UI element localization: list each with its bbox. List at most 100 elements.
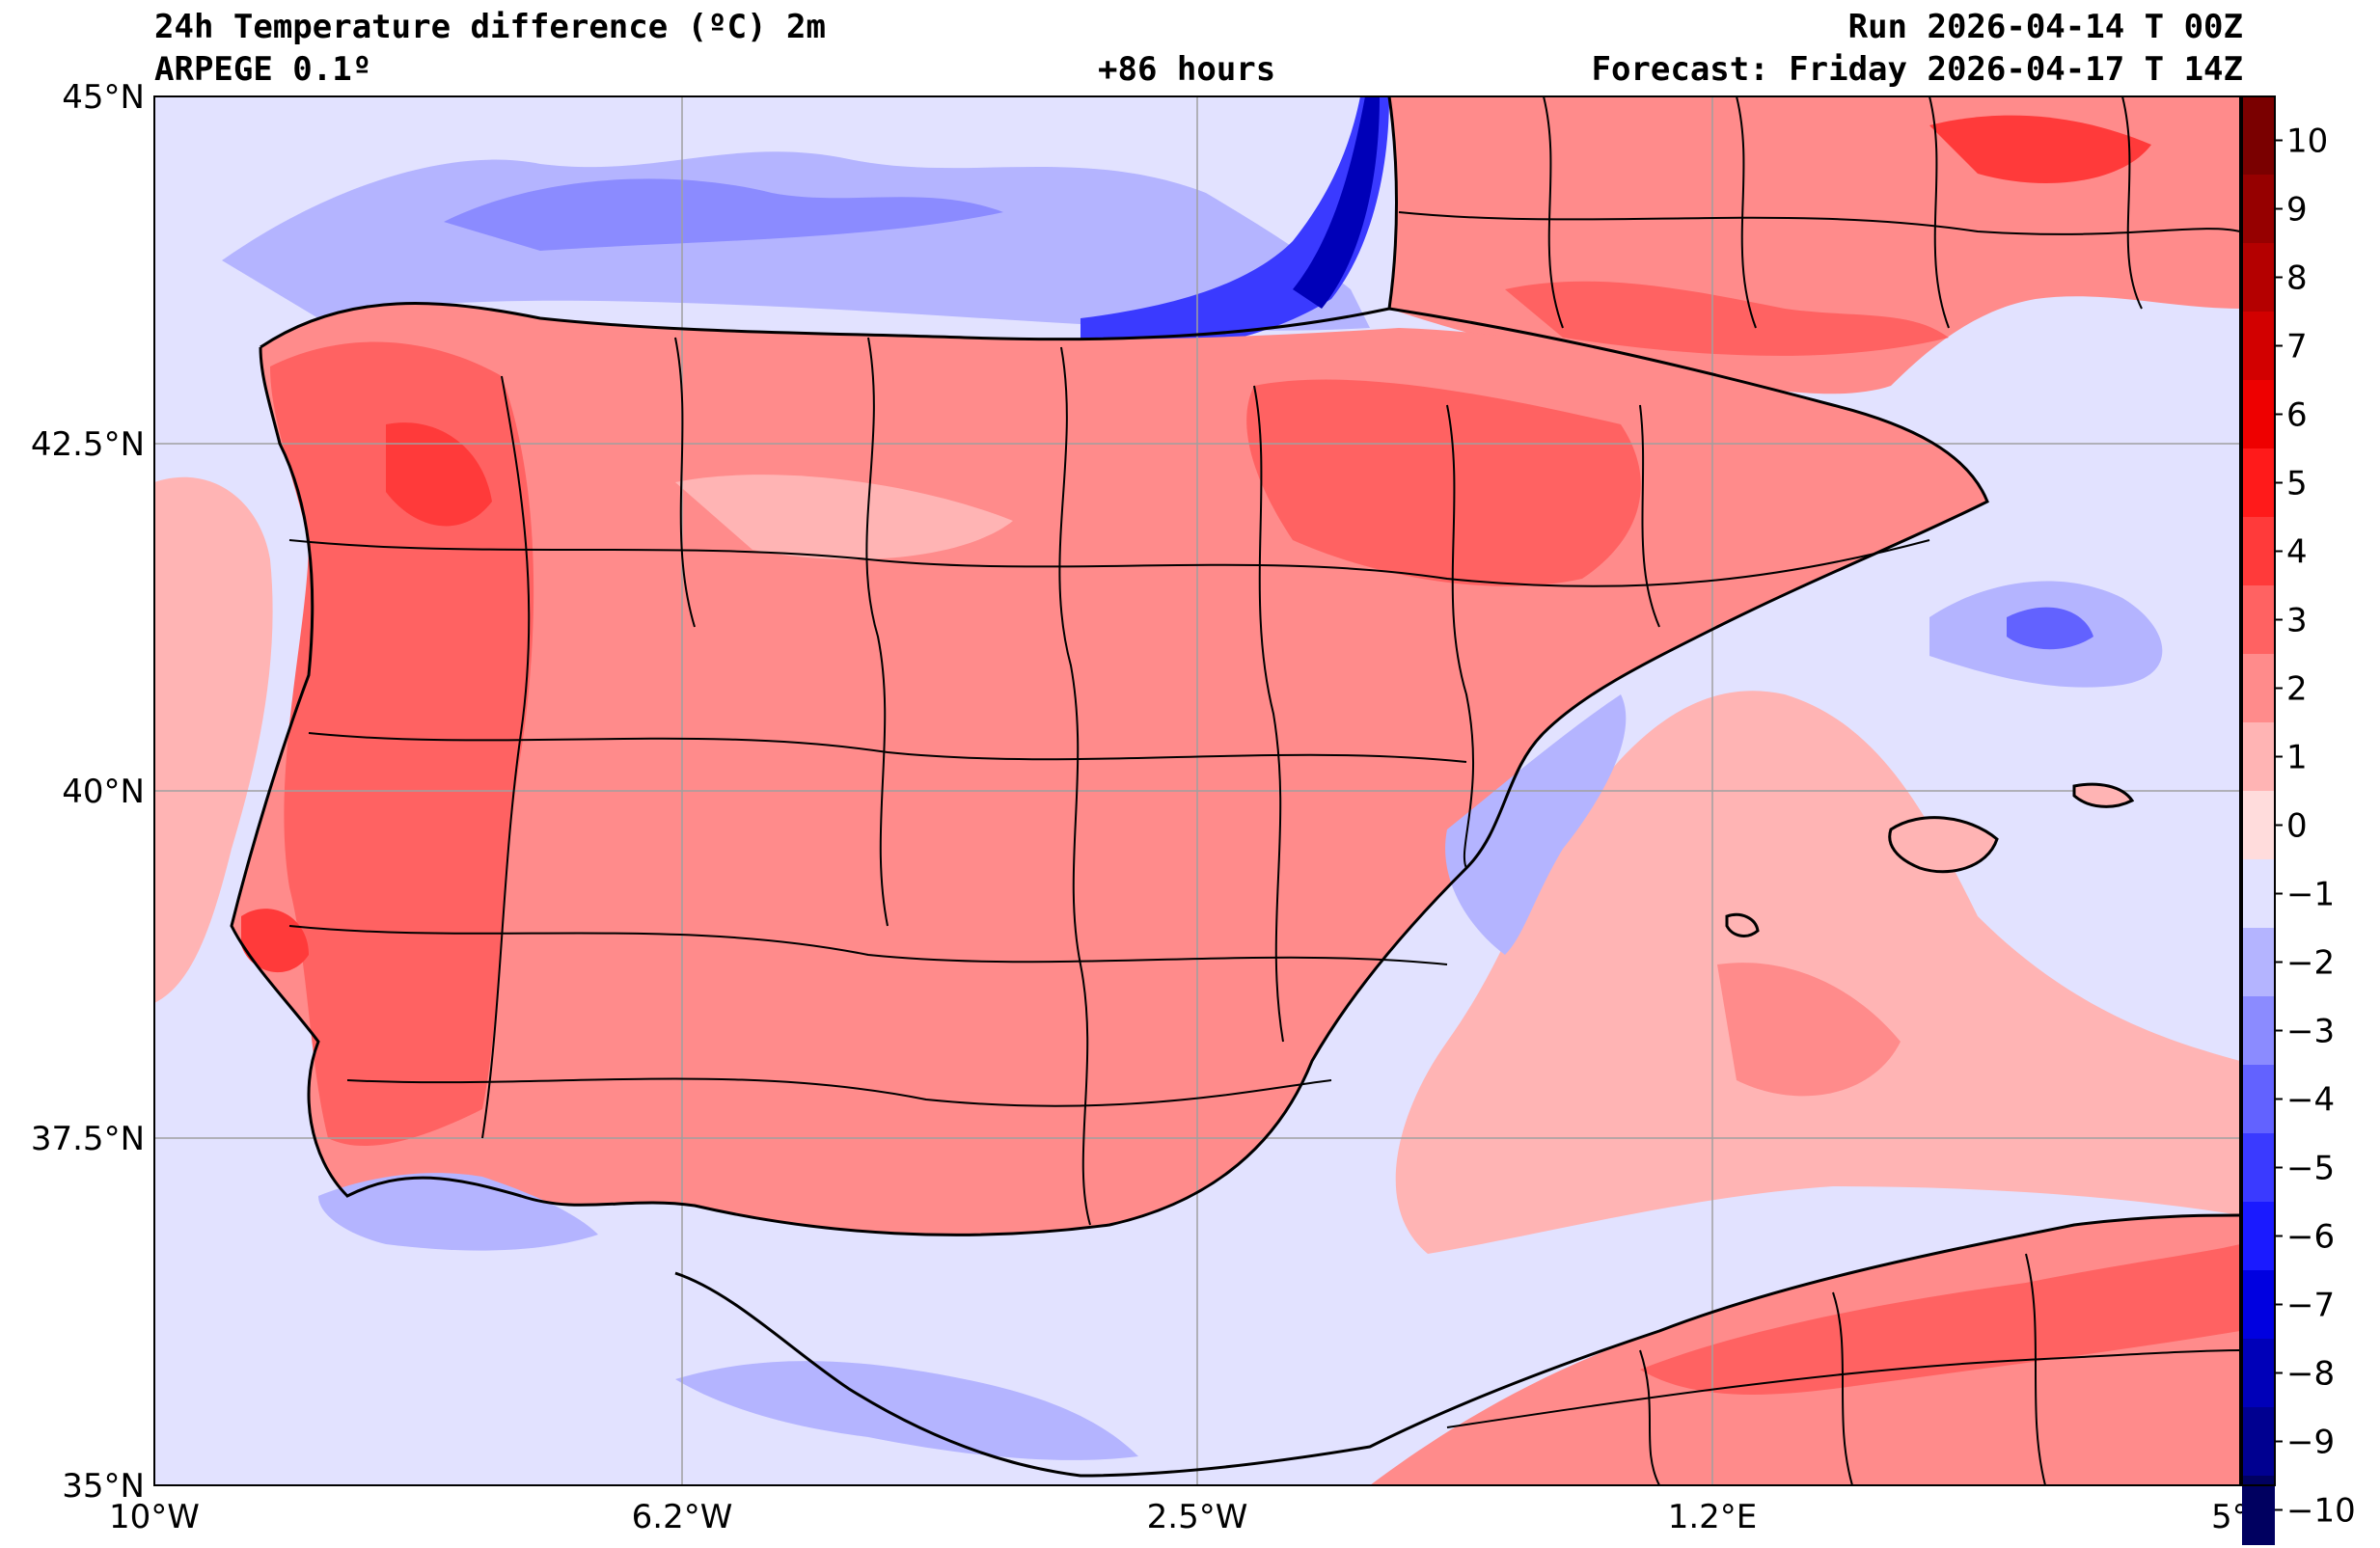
border-africa-2 (1832, 1291, 1853, 1485)
border-center-1 (1058, 346, 1091, 1226)
colorbar-segment (2242, 517, 2275, 586)
med-warmer-area (1717, 963, 1901, 1097)
colorbar-label: −4 (2286, 1081, 2335, 1120)
lat-tick-label: 40°N (62, 773, 145, 811)
colorbar-segment (2242, 928, 2275, 997)
lat-tick-label: 37.5°N (31, 1120, 145, 1158)
colorbar-label: −6 (2286, 1218, 2335, 1257)
run-label: Run 2026-04-14 T 00Z (1847, 8, 2243, 46)
lead-time-label: +86 hours (1098, 50, 1276, 89)
border-france-2 (1736, 96, 1757, 329)
model-label: ARPEGE 0.1º (154, 50, 372, 89)
border-lat-1 (288, 539, 1930, 587)
atlantic-west-warm (154, 476, 273, 1004)
colorbar-segment (2242, 1202, 2275, 1271)
colorbar-segment (2242, 312, 2275, 381)
colorbar-label: 1 (2286, 739, 2308, 777)
colorbar-segment (2242, 106, 2275, 176)
colorbar-label: 0 (2286, 807, 2308, 846)
border-north-1 (674, 337, 696, 628)
north-africa-hot (1640, 1244, 2240, 1395)
gulf-cadiz-cool (318, 1173, 598, 1251)
lat-tick-label: 45°N (62, 78, 145, 117)
colorbar-label: 4 (2286, 533, 2308, 572)
border-north-2 (865, 337, 889, 927)
colorbar-segment (2242, 1065, 2275, 1134)
lon-tick-labels: 10°W 6.2°W 2.5°W 1.2°E 5°E (109, 1498, 2269, 1536)
colorbar-label: −3 (2286, 1013, 2335, 1051)
chart-title: 24h Temperature difference (ºC) 2m (154, 8, 826, 46)
colorbar-label: 6 (2286, 396, 2308, 435)
lon-tick-label: 10°W (109, 1498, 200, 1536)
border-france-1 (1543, 96, 1564, 329)
biscay-cold-area (444, 178, 1003, 251)
border-east-2 (1639, 404, 1660, 628)
lon-tick-label: 2.5°W (1147, 1498, 1248, 1536)
border-center-2 (1253, 385, 1284, 1043)
colorbar-label: 3 (2286, 602, 2308, 640)
colorbar-label: 10 (2286, 122, 2328, 161)
border-france-3 (1929, 96, 1950, 329)
colorbar-segment (2242, 1476, 2275, 1545)
colorbar-label: −7 (2286, 1287, 2335, 1325)
province-borders (288, 96, 2240, 1485)
border-east-1 (1446, 404, 1474, 869)
colorbar-segment (2242, 243, 2275, 312)
colorbar-label: −9 (2286, 1424, 2335, 1462)
colorbar-frame (2241, 95, 2276, 1486)
lon-tick-label: 1.2°E (1668, 1498, 1758, 1536)
colorbar-label: 8 (2286, 259, 2308, 298)
alboran-cool (675, 1361, 1138, 1460)
ibiza-outline (1725, 912, 1760, 937)
colorbar-segment (2242, 791, 2275, 860)
lat-tick-label: 42.5°N (31, 425, 145, 464)
biscay-cool-area (222, 151, 1370, 331)
lon-tick-label: 6.2°W (632, 1498, 733, 1536)
colorbar-label: −1 (2286, 876, 2335, 914)
border-france-lat (1398, 211, 2240, 235)
lat-tick-labels: 45°N 42.5°N 40°N 37.5°N 35°N (31, 78, 145, 1506)
mallorca-outline (1888, 816, 1999, 874)
colorbar-segment (2242, 175, 2275, 244)
colorbar-segment (2242, 654, 2275, 723)
iberia-west-hot (270, 341, 534, 1147)
border-portugal-spain (481, 375, 531, 1139)
galicia-hottest (386, 422, 492, 527)
catalan-sea-cold (2007, 607, 2093, 650)
valencia-coast-cool (1445, 694, 1627, 955)
colorbar-segment (2242, 448, 2275, 518)
colorbar-label: 5 (2286, 465, 2308, 503)
gridlines (154, 96, 2240, 1485)
biscay-coast-coldest (1293, 96, 1380, 309)
med-warm-area (1395, 691, 2240, 1254)
colorbar-segment (2242, 722, 2275, 792)
iberia-coastline (230, 96, 1989, 1236)
colorbar-segment (2242, 1407, 2275, 1477)
colorbar-segment (2242, 1133, 2275, 1203)
colorbar-segment (2242, 380, 2275, 449)
border-lat-2 (308, 732, 1467, 763)
colorbar-segment (2242, 1270, 2275, 1340)
colorbar-segment (2242, 1339, 2275, 1408)
border-africa-3 (2025, 1253, 2046, 1485)
france-hot (1505, 281, 1949, 356)
alps-hot (1929, 115, 2151, 183)
map-area (154, 96, 2240, 1485)
forecast-label: Forecast: Friday 2026-04-17 T 14Z (1591, 50, 2243, 89)
colorbar-label: 9 (2286, 191, 2308, 230)
colorbar-label: −5 (2286, 1150, 2335, 1188)
border-france-4 (2121, 96, 2143, 310)
central-warm-spot (675, 475, 1013, 559)
interior-hot (1246, 379, 1641, 586)
menorca-outline (2072, 782, 2135, 808)
colorbar-segment (2242, 585, 2275, 655)
colorbar-label: −2 (2286, 944, 2335, 983)
colorbar-label: 2 (2286, 670, 2308, 709)
north-africa-coastline (674, 1213, 2240, 1478)
colorbar-label: −10 (2286, 1492, 2356, 1531)
border-africa-lat (1446, 1349, 2240, 1428)
portugal-hot-spot (241, 909, 309, 973)
colorbar-label: 7 (2286, 328, 2308, 367)
